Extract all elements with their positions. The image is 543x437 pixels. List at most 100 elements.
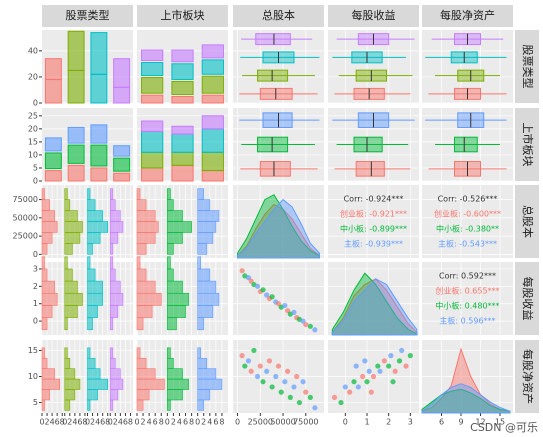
- x-tick-label: 0: [195, 418, 200, 427]
- histogram-bar: [109, 347, 114, 359]
- y-tick-label: 15: [28, 137, 38, 146]
- histogram-bar: [64, 399, 71, 411]
- x-tick-label: 8: [189, 418, 194, 427]
- bar-segment: [171, 133, 194, 153]
- y-tick-label: 2: [33, 282, 38, 291]
- histogram-bar: [87, 305, 98, 318]
- histogram-bar: [109, 317, 114, 331]
- histogram-bar: [64, 210, 78, 222]
- point: [254, 373, 261, 380]
- density-area: [331, 278, 418, 336]
- histogram-bar: [41, 317, 48, 331]
- point: [242, 363, 248, 369]
- x-tick-label: 75000: [293, 418, 318, 427]
- point: [312, 327, 318, 333]
- x-tick-label: 6: [123, 418, 128, 427]
- x-tick-label: 4: [118, 418, 123, 427]
- histogram-bar: [41, 305, 53, 318]
- histogram-bar: [167, 347, 171, 359]
- histogram-bar: [109, 280, 121, 294]
- histogram-bar: [64, 389, 76, 401]
- histogram-bar: [87, 399, 91, 411]
- histogram-bar: [87, 210, 103, 222]
- histogram-bar: [64, 199, 71, 211]
- histogram-bar: [167, 243, 174, 255]
- x-tick-label: 2: [45, 418, 50, 427]
- histogram-bar: [197, 305, 214, 318]
- histogram-bar: [87, 199, 96, 211]
- histogram-bar: [87, 188, 91, 200]
- x-tick-label: 2: [90, 418, 95, 427]
- x-tick-label: 0: [85, 418, 90, 427]
- histogram-bar: [109, 399, 114, 411]
- histogram-bar: [167, 357, 174, 369]
- corr-text: 中小板: -0.899***: [340, 224, 407, 234]
- y-tick-label: 40: [28, 46, 38, 55]
- x-tick-label: 4: [95, 418, 100, 427]
- strip-label: 每股净资产: [521, 349, 535, 404]
- histogram-bar: [109, 378, 124, 390]
- bar-segment: [171, 80, 194, 95]
- y-tick-label: 0: [33, 317, 38, 326]
- x-tick-label: 4: [147, 418, 152, 427]
- histogram-bar: [41, 256, 45, 270]
- x-tick-label: 0: [165, 418, 170, 427]
- y-tick-label: 0: [33, 250, 38, 259]
- x-tick-label: 4: [50, 418, 55, 427]
- point: [285, 308, 291, 314]
- strip-label: 每股净资产: [440, 8, 495, 22]
- y-tick-label: 20: [28, 124, 38, 133]
- point: [377, 368, 383, 374]
- corr-text: 创业板: 0.655***: [435, 286, 499, 296]
- box: [262, 112, 293, 128]
- histogram-bar: [136, 305, 153, 318]
- x-tick-label: 8: [82, 418, 87, 427]
- x-tick-label: 0: [62, 418, 67, 427]
- point: [251, 347, 257, 354]
- corr-text: Corr: -0.924***: [344, 195, 404, 204]
- histogram-bar: [64, 280, 78, 294]
- x-tick-label: 2: [67, 418, 72, 427]
- bar-segment: [171, 95, 194, 104]
- x-tick-label: 2: [386, 418, 391, 427]
- strip-label: 每股收益: [521, 277, 535, 321]
- histogram-bar: [64, 268, 73, 282]
- bar-segment: [141, 120, 164, 132]
- panel: [422, 262, 513, 335]
- bar-segment: [113, 172, 131, 182]
- histogram-bar: [167, 292, 189, 306]
- point: [303, 321, 309, 328]
- y-tick-label: 5: [33, 398, 38, 407]
- strip-label: 股票类型: [521, 45, 535, 89]
- bar-segment: [113, 145, 131, 157]
- histogram-bar: [64, 232, 81, 244]
- histogram-bar: [167, 221, 192, 233]
- x-tick-label: 0: [39, 418, 44, 427]
- bar-segment: [67, 164, 85, 182]
- corr-text: 主板: -0.543***: [438, 239, 497, 249]
- histogram-bar: [41, 378, 60, 390]
- histogram-bar: [109, 305, 119, 318]
- point: [392, 368, 398, 374]
- histogram-bar: [197, 280, 217, 294]
- histogram-bar: [64, 188, 68, 200]
- histogram-bar: [197, 232, 214, 244]
- point: [303, 389, 309, 395]
- strip-right: [515, 185, 539, 258]
- histogram-bar: [136, 357, 147, 369]
- y-tick-label: 10: [28, 150, 38, 159]
- point: [347, 389, 353, 395]
- point: [360, 373, 366, 380]
- x-tick-label: 6: [153, 418, 158, 427]
- corr-text: 中小板: 0.480***: [435, 301, 499, 311]
- histogram-bar: [167, 232, 183, 244]
- point: [368, 389, 374, 395]
- corr-text: 创业板: -0.600***: [434, 209, 501, 219]
- x-tick-label: 6: [183, 418, 188, 427]
- histogram-bar: [197, 378, 223, 390]
- x-tick-label: 0: [108, 418, 113, 427]
- histogram-bar: [87, 243, 93, 255]
- bar-segment: [90, 124, 108, 144]
- point: [388, 353, 394, 359]
- histogram-bar: [87, 292, 103, 306]
